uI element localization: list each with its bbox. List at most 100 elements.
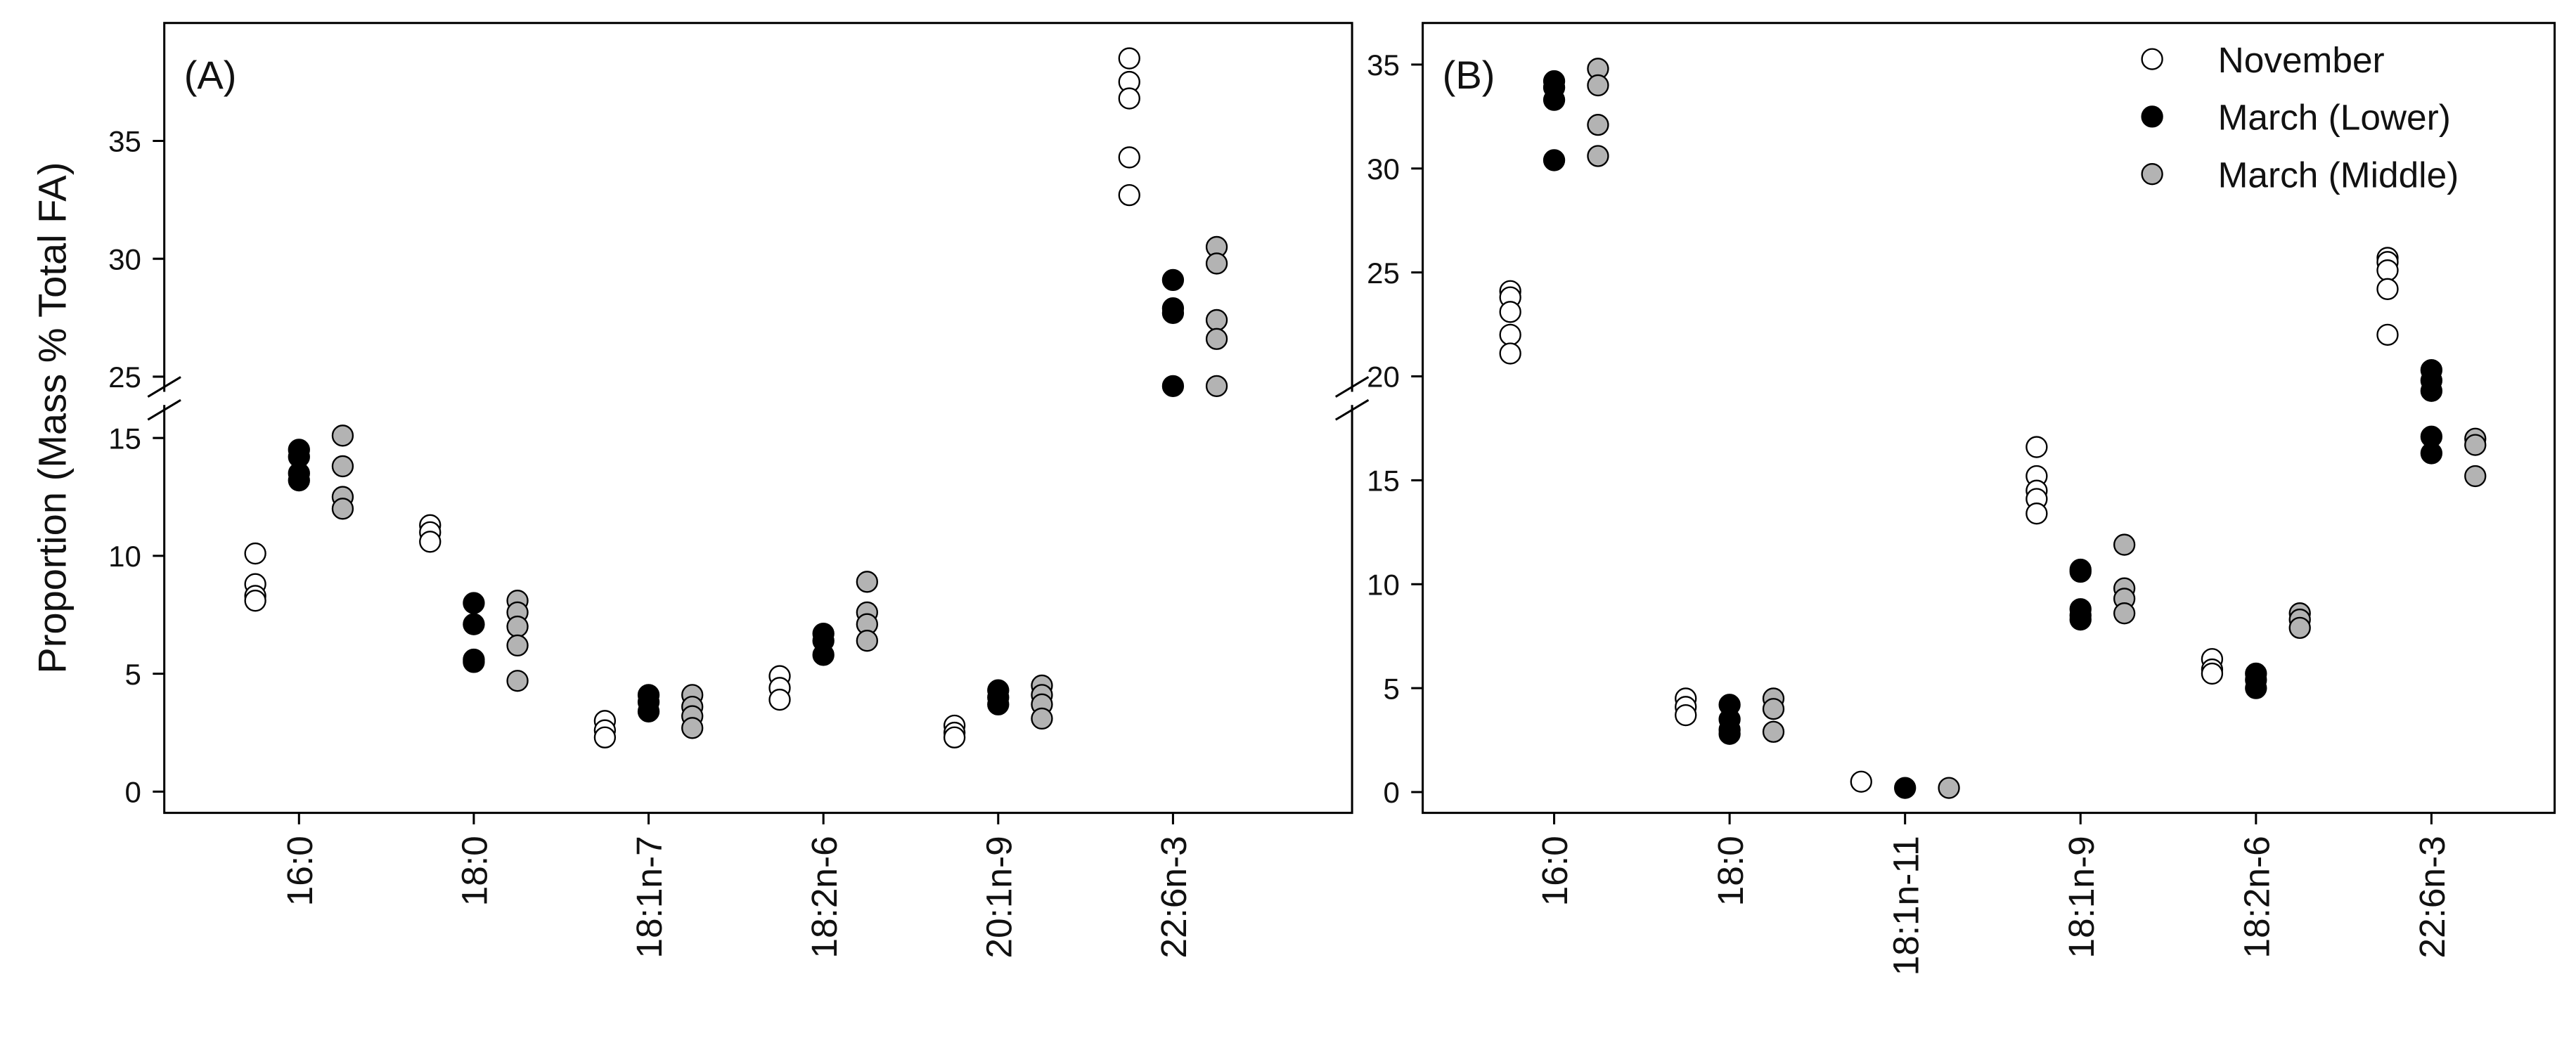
panel-label: (B) [1443, 53, 1495, 97]
data-point [2069, 608, 2092, 631]
data-point [856, 630, 878, 652]
data-point [288, 469, 310, 492]
plot-frame [163, 22, 1353, 815]
data-point [1118, 146, 1140, 169]
data-point [2376, 278, 2399, 300]
legend-marker [2141, 48, 2163, 70]
data-point [1675, 704, 1697, 727]
data-point [1205, 252, 1228, 275]
data-point [2376, 259, 2399, 282]
data-point [593, 726, 617, 748]
data-point [244, 590, 266, 612]
y-tick-label: 25 [108, 361, 141, 394]
y-tick-label: 15 [108, 422, 141, 455]
x-tick-label: 16:0 [1534, 836, 1575, 906]
x-tick-label: 18:2n-6 [2236, 836, 2276, 958]
x-tick-label: 18:2n-6 [804, 836, 844, 958]
data-point [1118, 183, 1140, 207]
data-point [1718, 722, 1741, 745]
data-point [2113, 602, 2136, 625]
x-tick-label: 20:1n-9 [978, 836, 1019, 958]
axis-break-gap [1347, 391, 1358, 406]
legend-marker [2141, 163, 2163, 186]
data-point [1205, 309, 1228, 332]
data-point [1499, 301, 1521, 323]
y-tick-label: 35 [108, 125, 141, 158]
data-point [1161, 268, 1185, 292]
data-point [506, 615, 529, 638]
data-point [1850, 770, 1872, 793]
panel-label: (A) [184, 53, 237, 97]
data-point [987, 693, 1010, 715]
data-point [2069, 560, 2092, 583]
y-tick-label: 0 [1384, 776, 1400, 809]
data-point [419, 531, 442, 553]
data-point [1161, 302, 1185, 325]
data-point [1118, 47, 1140, 70]
data-point [1543, 89, 1566, 111]
data-point [2376, 323, 2399, 346]
x-tick-label: 18:1n-7 [629, 836, 669, 958]
axis-break-mark [1334, 398, 1370, 421]
data-point [244, 542, 266, 565]
x-tick-label: 18:0 [454, 836, 495, 906]
data-point [463, 592, 485, 614]
axis-break-gap [159, 391, 169, 406]
data-point [1499, 323, 1521, 346]
data-point [2026, 436, 2048, 458]
y-axis-label: Proportion (Mass % Total FA) [30, 162, 74, 674]
x-tick-label: 18:0 [1710, 836, 1751, 906]
y-tick-label: 25 [1367, 257, 1400, 290]
data-point [1205, 328, 1228, 350]
data-point [506, 634, 529, 657]
data-point [1587, 145, 1609, 167]
axis-break-mark [1334, 376, 1370, 398]
axis-break-mark [147, 398, 181, 421]
data-point [1587, 74, 1609, 97]
y-tick-label: 5 [125, 658, 141, 691]
data-point [463, 651, 485, 673]
data-point [2464, 465, 2487, 488]
x-tick-label: 18:1n-11 [1885, 836, 1926, 976]
data-point [768, 688, 791, 711]
data-point [506, 670, 529, 692]
data-point [1894, 777, 1917, 799]
data-point [2113, 533, 2136, 556]
data-point [331, 498, 354, 520]
data-point [2201, 662, 2224, 685]
x-tick-label: 22:6n-3 [2411, 836, 2452, 958]
y-tick-label: 5 [1384, 672, 1400, 705]
data-point [2245, 677, 2267, 699]
y-tick-label: 10 [1367, 568, 1400, 601]
x-tick-label: 22:6n-3 [1153, 836, 1194, 958]
y-tick-label: 15 [1367, 465, 1400, 498]
data-point [812, 644, 835, 666]
data-point [1205, 375, 1228, 398]
data-point [856, 571, 878, 593]
data-point [1938, 777, 1960, 799]
data-point [2288, 616, 2311, 640]
data-point [1499, 342, 1521, 365]
legend-label: November [2218, 39, 2385, 80]
data-point [681, 717, 704, 739]
data-point [463, 613, 485, 635]
data-point [2420, 380, 2443, 402]
y-tick-label: 0 [125, 776, 141, 809]
data-point [1118, 87, 1140, 110]
data-point [1762, 720, 1785, 743]
data-point [2464, 434, 2487, 456]
data-point [1031, 707, 1053, 730]
y-tick-label: 20 [1367, 361, 1400, 394]
data-point [2026, 503, 2048, 525]
y-tick-label: 10 [108, 540, 141, 573]
x-tick-label: 18:1n-9 [2061, 836, 2101, 958]
data-point [1161, 375, 1185, 398]
legend-label: March (Lower) [2218, 97, 2451, 138]
legend-marker [2141, 105, 2163, 128]
plot-frame [1422, 22, 2556, 815]
data-point [2420, 442, 2443, 465]
axis-break-mark [147, 376, 181, 398]
x-tick-label: 16:0 [279, 836, 320, 906]
data-point [331, 424, 354, 447]
